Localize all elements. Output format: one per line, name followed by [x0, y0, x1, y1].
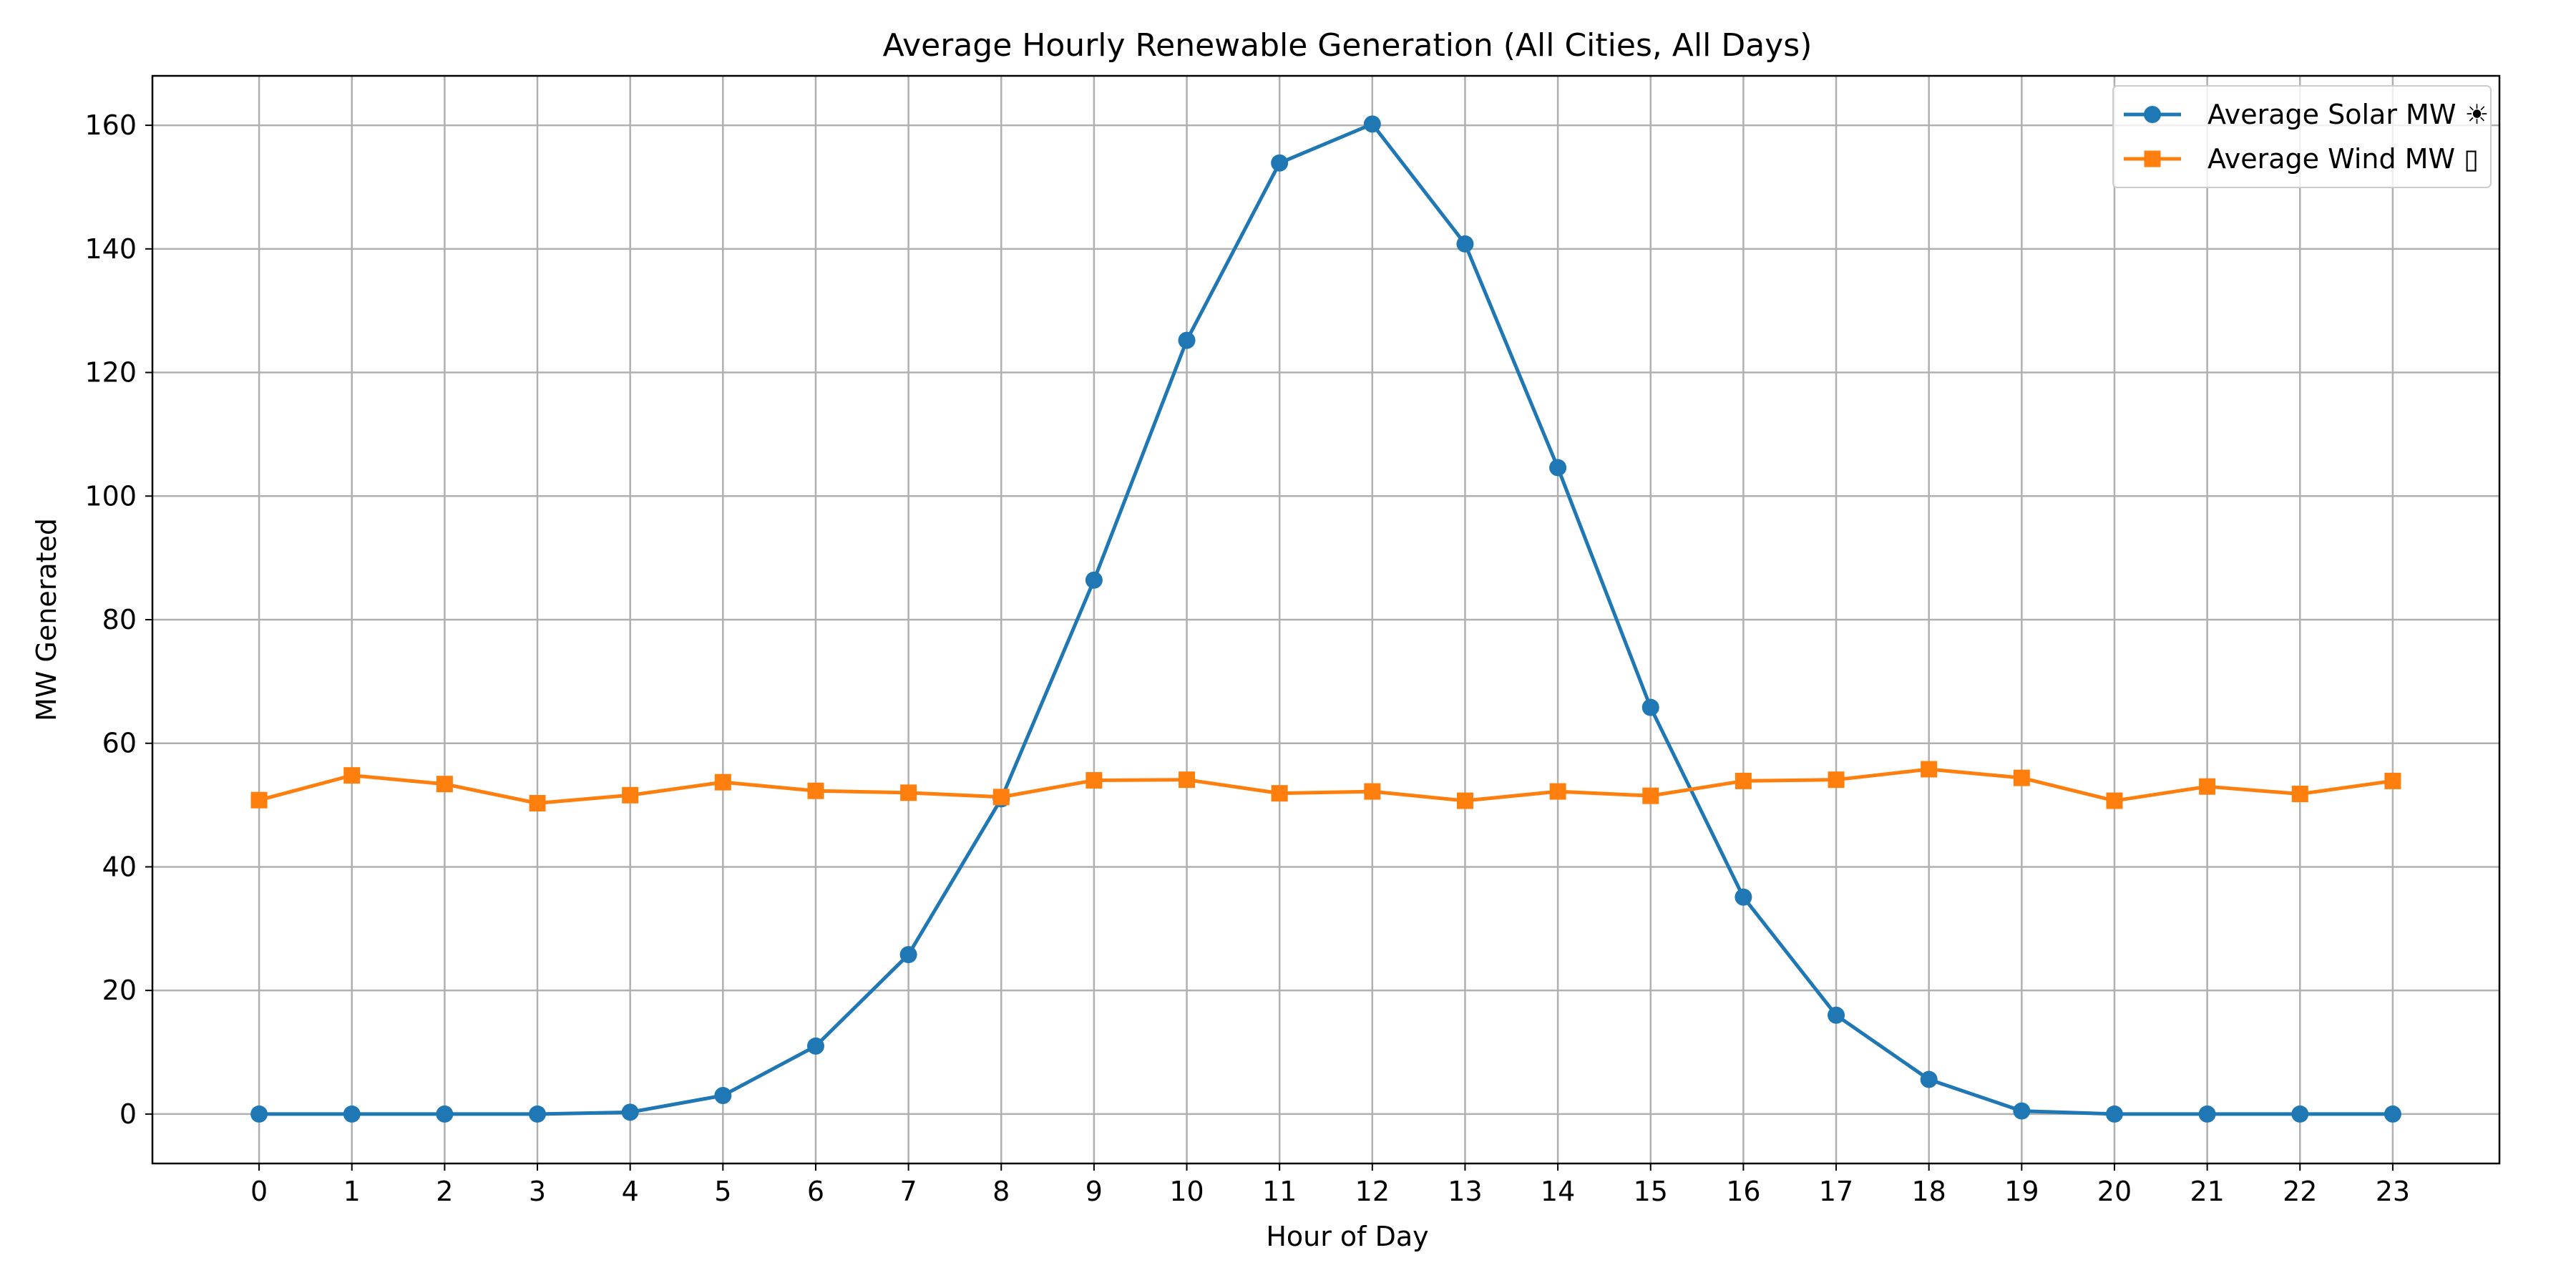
x-tick-label: 11 — [1262, 1176, 1297, 1207]
x-tick-label: 10 — [1169, 1176, 1204, 1207]
legend-wind-marker — [2144, 150, 2161, 167]
x-tick-label: 13 — [1448, 1176, 1482, 1207]
x-tick-label: 12 — [1355, 1176, 1390, 1207]
solar-data-point — [1549, 459, 1567, 477]
x-tick-label: 0 — [250, 1176, 268, 1207]
x-tick-label: 1 — [343, 1176, 361, 1207]
wind-data-point — [1921, 761, 1938, 778]
x-tick-label: 22 — [2283, 1176, 2317, 1207]
solar-data-point — [2013, 1102, 2031, 1120]
x-tick-label: 19 — [2004, 1176, 2039, 1207]
solar-data-point — [714, 1087, 732, 1104]
solar-data-point — [1456, 235, 1474, 253]
x-tick-label: 16 — [1726, 1176, 1760, 1207]
wind-data-point — [1085, 772, 1103, 789]
wind-data-point — [250, 791, 268, 809]
wind-data-point — [807, 782, 824, 799]
x-tick-label: 2 — [436, 1176, 453, 1207]
solar-data-point — [1178, 331, 1196, 349]
solar-data-point — [1085, 571, 1103, 589]
y-axis-label: MW Generated — [31, 518, 62, 721]
legend-box — [2112, 85, 2492, 188]
y-tick-label: 160 — [84, 109, 137, 141]
wind-data-point — [2013, 769, 2030, 786]
solar-data-point — [1828, 1006, 1845, 1024]
solar-data-point — [529, 1105, 547, 1123]
solar-data-point — [899, 946, 917, 964]
y-tick-label: 60 — [102, 728, 137, 759]
solar-data-point — [1735, 888, 1752, 906]
wind-data-point — [1179, 771, 1196, 789]
x-tick-label: 21 — [2190, 1176, 2224, 1207]
series-layer — [250, 115, 2401, 1123]
x-tick-label: 20 — [2097, 1176, 2132, 1207]
solar-data-point — [2198, 1105, 2216, 1123]
legend: Average Solar MW ☀ Average Wind MW ▯ — [2112, 85, 2492, 188]
wind-data-point — [2106, 792, 2123, 809]
solar-data-point — [2384, 1105, 2401, 1123]
wind-data-point — [1271, 785, 1288, 802]
x-tick-label: 8 — [992, 1176, 1010, 1207]
wind-data-point — [2199, 778, 2216, 795]
solar-data-point — [436, 1105, 454, 1123]
solar-data-point — [2105, 1105, 2123, 1123]
solar-data-point — [1363, 115, 1381, 133]
wind-series-line — [258, 767, 2394, 805]
wind-data-point — [343, 767, 361, 784]
legend-wind-label: Average Wind MW ▯ — [2207, 143, 2479, 175]
wind-data-point — [900, 784, 917, 801]
y-tick-label: 0 — [119, 1098, 137, 1130]
x-tick-label: 6 — [807, 1176, 824, 1207]
wind-data-point — [2291, 786, 2308, 803]
x-tick-label: 7 — [900, 1176, 917, 1207]
solar-data-point — [621, 1103, 639, 1121]
solar-data-point — [343, 1105, 361, 1123]
y-tick-label: 120 — [84, 357, 137, 389]
y-tick-label: 40 — [102, 851, 137, 882]
solar-data-point — [1271, 154, 1289, 172]
wind-data-point — [622, 786, 639, 804]
y-tick-label: 140 — [84, 233, 137, 265]
x-tick-label: 18 — [1912, 1176, 1946, 1207]
solar-data-point — [1920, 1070, 1938, 1088]
solar-data-point — [806, 1037, 824, 1055]
x-tick-label: 3 — [529, 1176, 546, 1207]
solar-data-point — [250, 1105, 268, 1123]
wind-data-point — [1364, 783, 1381, 800]
solar-series-line — [259, 122, 2393, 1116]
grid-lines — [152, 76, 2499, 1163]
chart-title: Average Hourly Renewable Generation (All… — [883, 27, 1813, 64]
legend-solar-marker — [2144, 106, 2161, 123]
wind-data-point — [1828, 771, 1845, 789]
wind-data-point — [714, 774, 731, 791]
solar-data-point — [1641, 698, 1659, 716]
wind-data-point — [1642, 787, 1659, 804]
wind-data-point — [992, 789, 1010, 806]
x-tick-label: 5 — [714, 1176, 731, 1207]
x-axis-label: Hour of Day — [1266, 1221, 1428, 1252]
wind-data-point — [436, 776, 453, 793]
x-tick-label: 9 — [1085, 1176, 1103, 1207]
y-tick-label: 20 — [102, 975, 137, 1006]
wind-data-point — [1549, 783, 1566, 800]
wind-data-point — [2384, 772, 2401, 789]
y-tick-label: 100 — [84, 480, 137, 512]
x-tick-label: 4 — [622, 1176, 639, 1207]
x-tick-label: 14 — [1541, 1176, 1575, 1207]
x-tick-label: 15 — [1634, 1176, 1668, 1207]
x-tick-label: 17 — [1819, 1176, 1853, 1207]
legend-solar-label: Average Solar MW ☀ — [2207, 99, 2489, 130]
wind-data-point — [1735, 772, 1752, 789]
x-tick-label: 23 — [2376, 1176, 2410, 1207]
axis-ticks: 0 1 2 3 4 5 6 7 8 9 10 11 12 13 14 15 16 17 18 19 20 21 22 2302… — [84, 109, 2410, 1207]
y-tick-label: 80 — [102, 604, 137, 635]
wind-data-point — [1456, 792, 1473, 809]
wind-data-point — [529, 795, 546, 811]
solar-data-point — [2291, 1105, 2309, 1123]
